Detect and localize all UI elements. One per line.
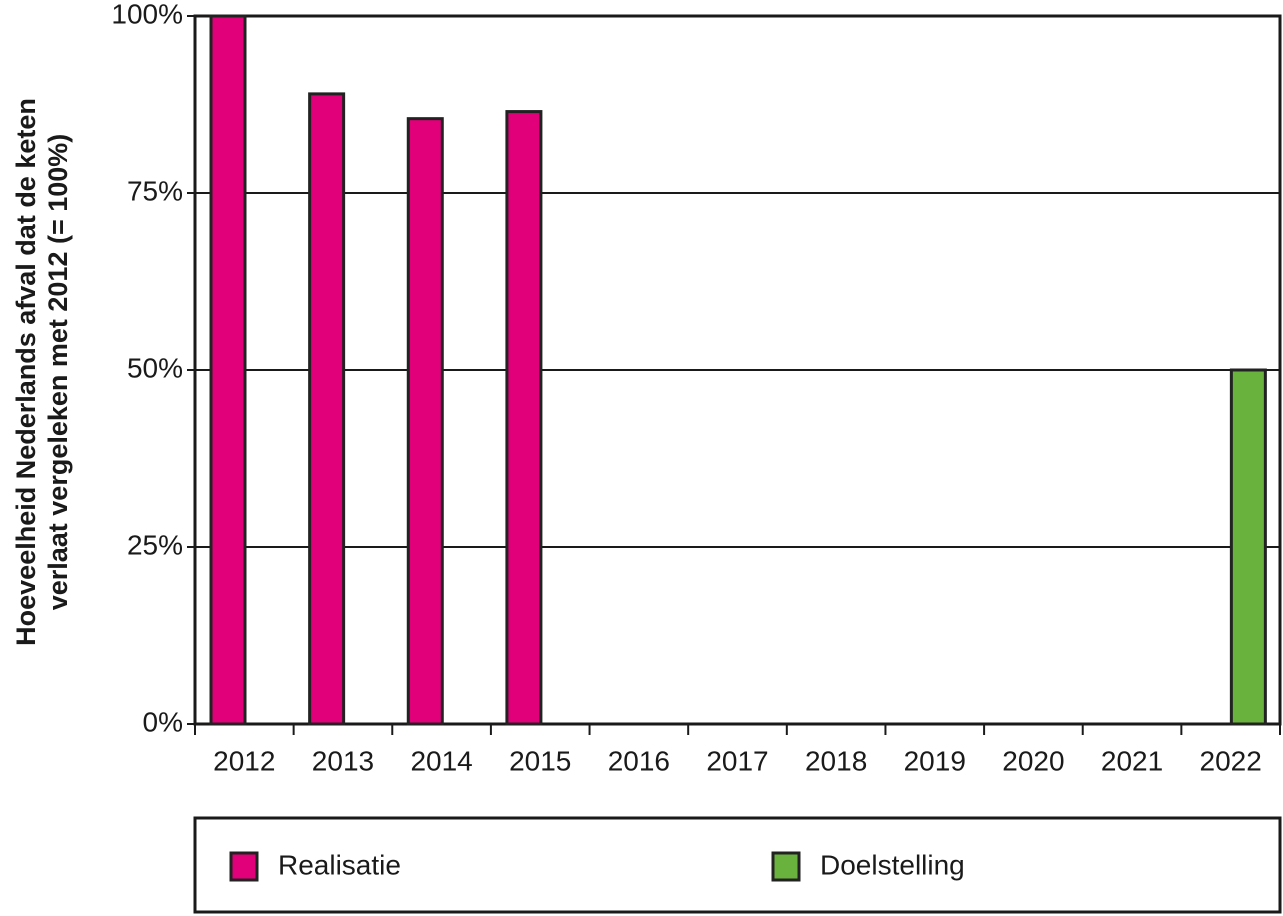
y-axis-label: Hoeveelheid Nederlands afval dat de kete… — [11, 98, 41, 646]
bar — [406, 117, 444, 726]
x-tick-label: 2014 — [410, 745, 472, 776]
x-tick-label: 2018 — [805, 745, 867, 776]
x-tick-label: 2022 — [1200, 745, 1262, 776]
bar — [1229, 368, 1267, 726]
x-tick-label: 2019 — [904, 745, 966, 776]
plot-frame — [193, 14, 1282, 726]
x-tick-label: 2012 — [213, 745, 275, 776]
y-tick-label: 50% — [127, 352, 183, 383]
bar — [308, 92, 346, 726]
x-tick-label: 2021 — [1101, 745, 1163, 776]
bar — [505, 110, 543, 726]
legend-box — [193, 816, 1282, 914]
legend-swatch — [771, 851, 801, 882]
y-tick-label: 75% — [127, 175, 183, 206]
x-tick-label: 2015 — [509, 745, 571, 776]
x-tick-label: 2016 — [608, 745, 670, 776]
x-tick-label: 2017 — [706, 745, 768, 776]
y-tick-label: 0% — [143, 706, 183, 737]
bar — [209, 14, 247, 726]
y-axis-label: verlaat vergeleken met 2012 (= 100%) — [43, 134, 73, 611]
legend-label: Realisatie — [278, 849, 401, 880]
legend-label: Doelstelling — [820, 849, 965, 880]
x-tick-label: 2013 — [312, 745, 374, 776]
legend-swatch — [229, 851, 259, 882]
y-tick-label: 100% — [111, 0, 183, 29]
y-tick-label: 25% — [127, 529, 183, 560]
x-tick-label: 2020 — [1002, 745, 1064, 776]
